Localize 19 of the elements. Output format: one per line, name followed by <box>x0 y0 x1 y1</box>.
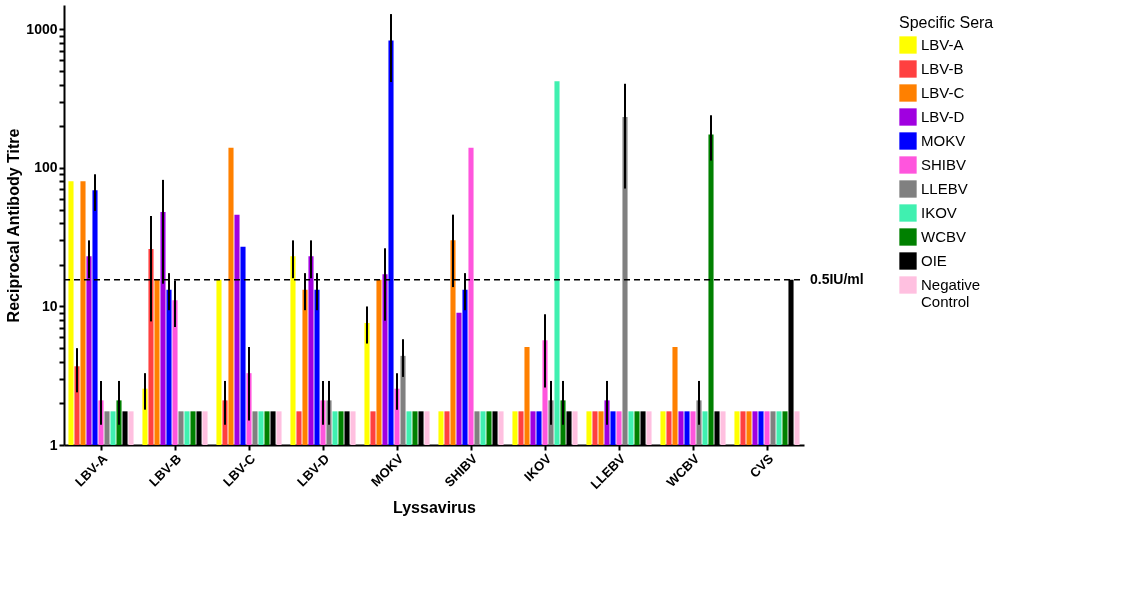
legend-label: LBV-B <box>921 60 964 77</box>
legend-label: LBV-C <box>921 84 965 101</box>
x-axis-title: Lyssavirus <box>392 498 477 516</box>
legend-label: OIE <box>921 252 947 269</box>
y-tick-label: 1 <box>49 436 58 453</box>
legend-title: Specific Sera <box>899 14 994 31</box>
legend-label: LBV-A <box>921 36 964 53</box>
ref-line-label: 0.5IU/ml <box>810 270 864 287</box>
legend-label: LBV-D <box>921 108 965 125</box>
y-axis-title: Reciprocal Antibody Titre <box>5 128 23 323</box>
legend-label: WCBV <box>921 228 966 245</box>
legend-label: MOKV <box>921 132 966 149</box>
y-tick-label: 100 <box>34 159 58 176</box>
legend-label: Negative Control <box>921 276 981 310</box>
legend-label: IKOV <box>921 204 957 221</box>
legend-label: SHIBV <box>921 156 967 173</box>
y-tick-label: 1000 <box>26 20 58 37</box>
legend-label: LLEBV <box>921 180 968 197</box>
y-tick-label: 10 <box>41 297 58 314</box>
